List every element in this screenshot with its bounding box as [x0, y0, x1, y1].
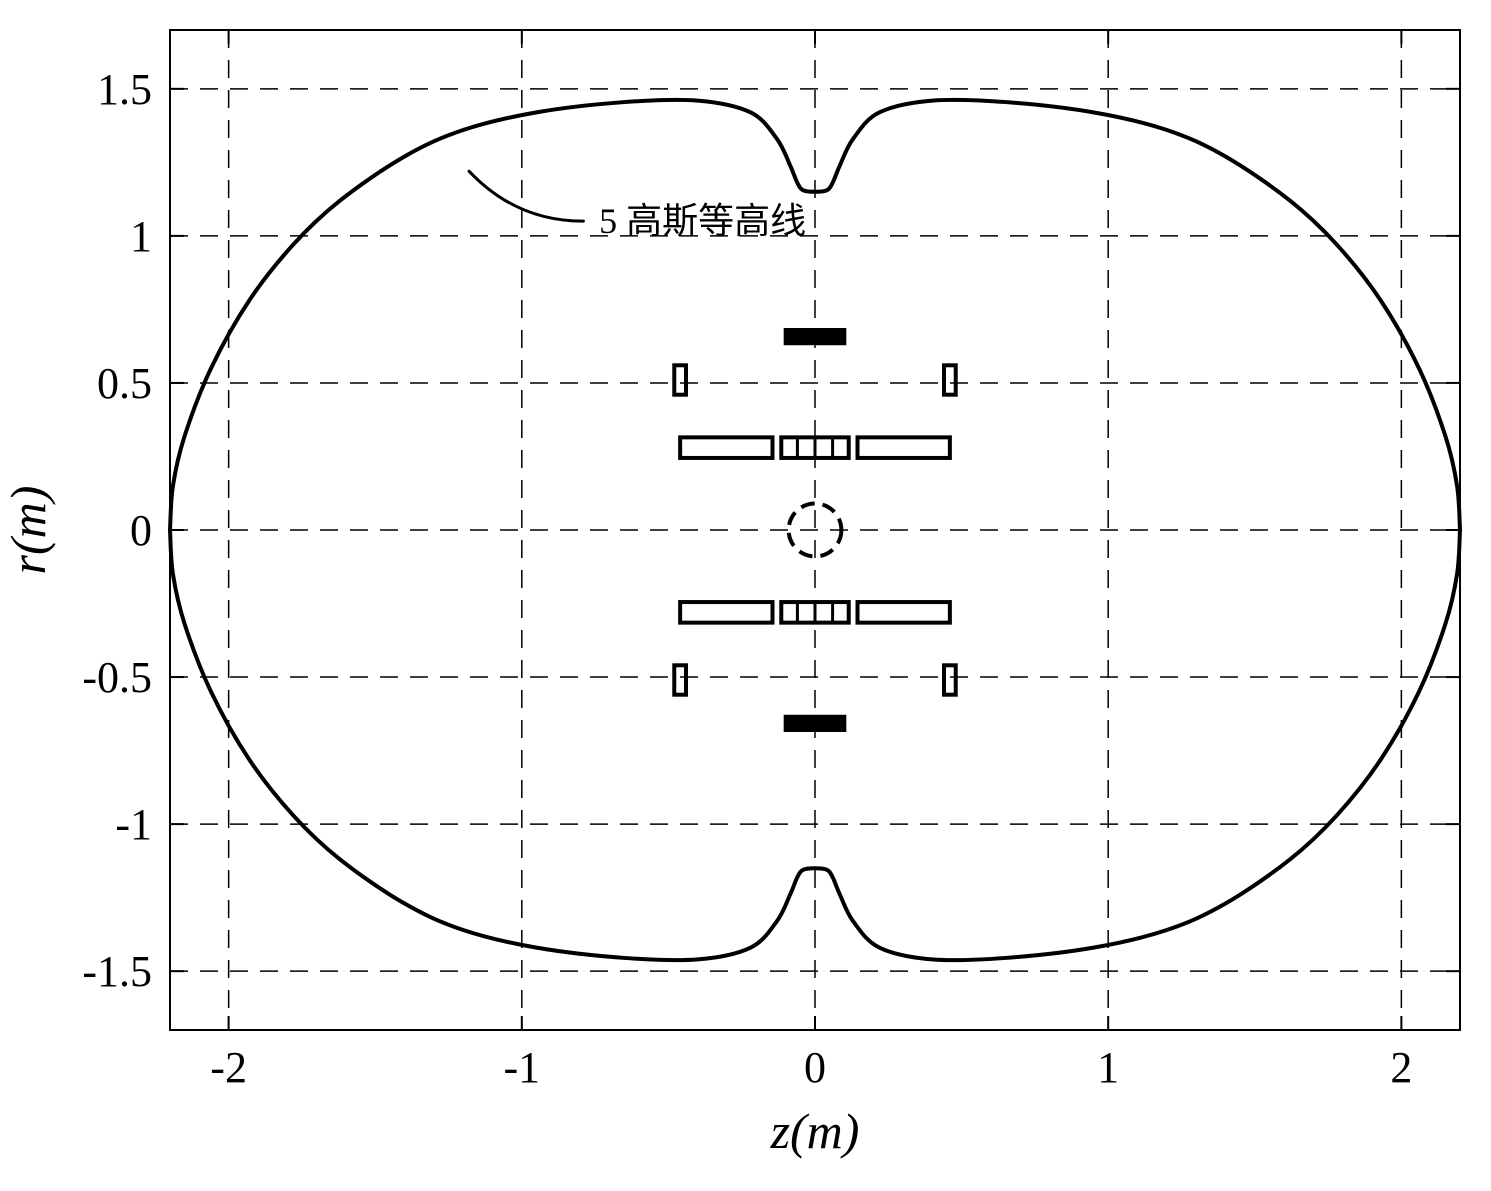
y-tick-label: 0.5	[97, 359, 152, 408]
x-tick-label: 2	[1390, 1043, 1412, 1092]
x-tick-label: 0	[804, 1043, 826, 1092]
x-tick-label: -1	[503, 1043, 540, 1092]
x-tick-label: 1	[1097, 1043, 1119, 1092]
x-tick-label: -2	[210, 1043, 247, 1092]
contour-plot: -2 -1 0 1 2 -1.5 -1 -0.5 0 0.5 1 1.5 z(m) r(m) 5 高斯等高线	[0, 0, 1491, 1191]
filled-bar	[786, 717, 845, 730]
y-tick-label: -1.5	[82, 947, 152, 996]
svg-text:5 高斯等高线: 5 高斯等高线	[599, 201, 806, 241]
y-axis-label: r(m)	[0, 486, 56, 575]
y-tick-label: 1	[130, 212, 152, 261]
y-tick-label: -0.5	[82, 653, 152, 702]
y-tick-label: 1.5	[97, 65, 152, 114]
x-axis-label: z(m)	[770, 1103, 860, 1159]
filled-bar	[786, 330, 845, 343]
y-tick-label: 0	[130, 506, 152, 555]
y-tick-label: -1	[115, 800, 152, 849]
